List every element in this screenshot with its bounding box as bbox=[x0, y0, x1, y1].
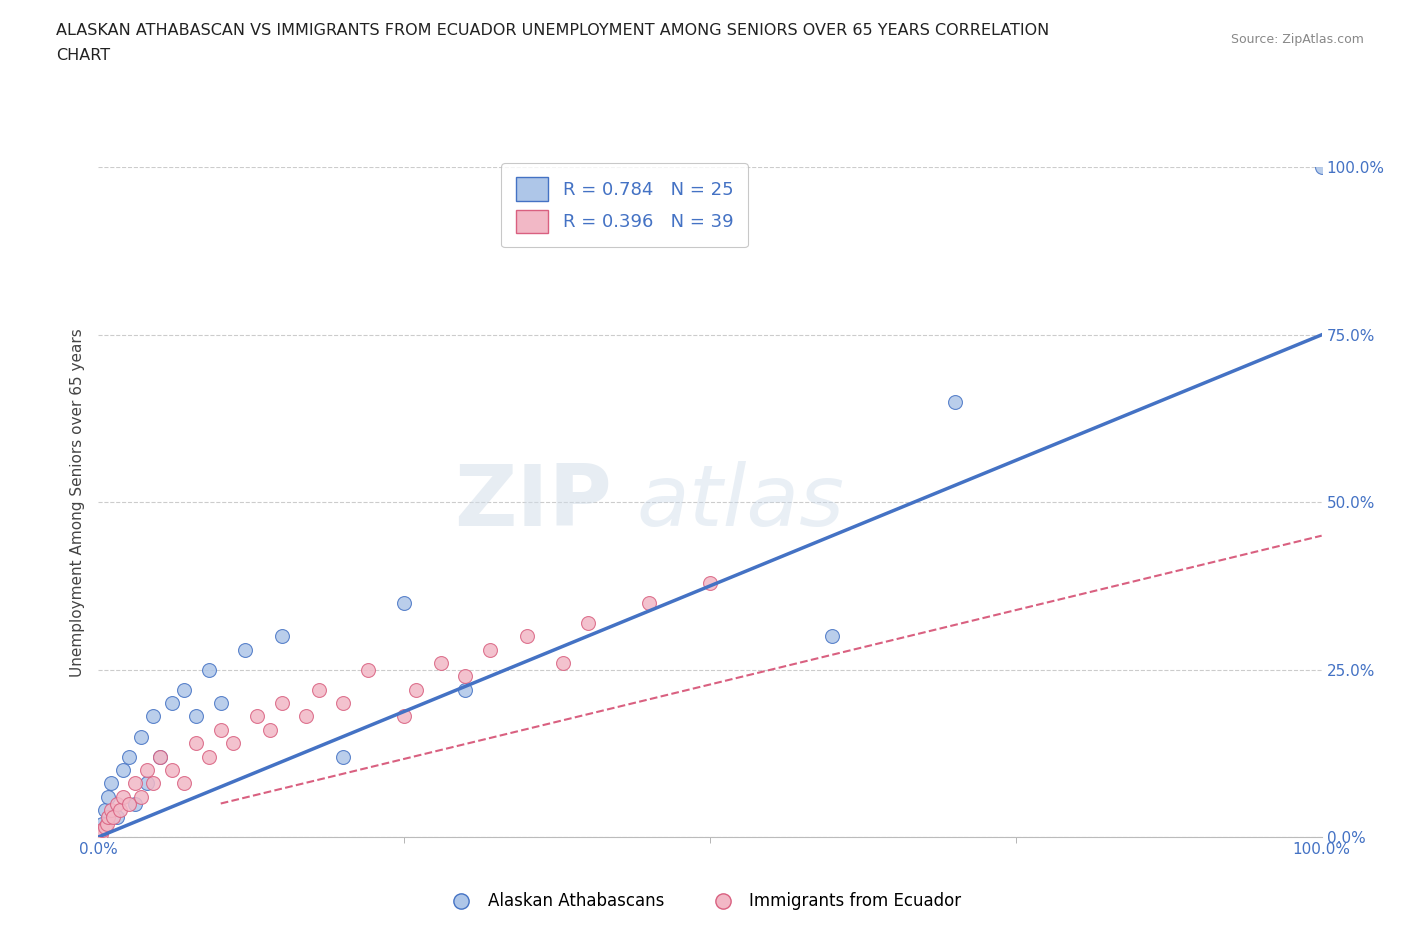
Point bbox=[356, 662, 378, 677]
Point bbox=[270, 696, 294, 711]
Point bbox=[821, 629, 844, 644]
Point bbox=[699, 575, 721, 590]
Point bbox=[105, 809, 128, 824]
Point bbox=[516, 629, 538, 644]
Point bbox=[91, 817, 114, 831]
Point bbox=[93, 819, 115, 834]
Point bbox=[142, 776, 165, 790]
Point bbox=[93, 803, 115, 817]
Text: atlas: atlas bbox=[637, 460, 845, 544]
Point bbox=[91, 823, 114, 838]
Point bbox=[124, 796, 146, 811]
Text: ALASKAN ATHABASCAN VS IMMIGRANTS FROM ECUADOR UNEMPLOYMENT AMONG SENIORS OVER 65: ALASKAN ATHABASCAN VS IMMIGRANTS FROM EC… bbox=[56, 23, 1049, 38]
Point bbox=[246, 709, 269, 724]
Point bbox=[209, 696, 232, 711]
Legend: Alaskan Athabascans, Immigrants from Ecuador: Alaskan Athabascans, Immigrants from Ecu… bbox=[437, 885, 969, 917]
Point bbox=[270, 629, 294, 644]
Point bbox=[111, 763, 134, 777]
Point bbox=[332, 750, 354, 764]
Point bbox=[259, 723, 281, 737]
Point bbox=[160, 696, 183, 711]
Point bbox=[454, 683, 477, 698]
Point bbox=[124, 776, 146, 790]
Point bbox=[197, 662, 219, 677]
Point bbox=[308, 683, 330, 698]
Point bbox=[97, 809, 120, 824]
Point bbox=[110, 803, 132, 817]
Point bbox=[233, 642, 256, 657]
Point bbox=[136, 776, 159, 790]
Point bbox=[478, 642, 501, 657]
Point bbox=[129, 729, 152, 744]
Text: ZIP: ZIP bbox=[454, 460, 612, 544]
Point bbox=[332, 696, 354, 711]
Point bbox=[392, 709, 416, 724]
Point bbox=[295, 709, 318, 724]
Point bbox=[392, 595, 416, 610]
Point bbox=[197, 750, 219, 764]
Point bbox=[186, 709, 208, 724]
Point bbox=[111, 790, 134, 804]
Point bbox=[209, 723, 232, 737]
Point bbox=[105, 796, 128, 811]
Text: CHART: CHART bbox=[56, 48, 110, 63]
Point bbox=[173, 776, 195, 790]
Point bbox=[405, 683, 427, 698]
Point bbox=[100, 803, 122, 817]
Legend: R = 0.784   N = 25, R = 0.396   N = 39: R = 0.784 N = 25, R = 0.396 N = 39 bbox=[501, 163, 748, 247]
Point bbox=[430, 656, 453, 671]
Y-axis label: Unemployment Among Seniors over 65 years: Unemployment Among Seniors over 65 years bbox=[70, 328, 86, 677]
Point bbox=[118, 750, 141, 764]
Point bbox=[173, 683, 195, 698]
Point bbox=[90, 826, 112, 841]
Point bbox=[160, 763, 183, 777]
Point bbox=[142, 709, 165, 724]
Point bbox=[576, 616, 599, 631]
Point bbox=[186, 736, 208, 751]
Point bbox=[553, 656, 575, 671]
Point bbox=[1310, 160, 1333, 175]
Point bbox=[136, 763, 159, 777]
Point bbox=[96, 817, 118, 831]
Point bbox=[943, 394, 966, 409]
Point bbox=[638, 595, 661, 610]
Point bbox=[454, 669, 477, 684]
Point bbox=[100, 776, 122, 790]
Text: Source: ZipAtlas.com: Source: ZipAtlas.com bbox=[1230, 33, 1364, 46]
Point bbox=[101, 809, 124, 824]
Point bbox=[222, 736, 245, 751]
Point bbox=[149, 750, 172, 764]
Point bbox=[97, 790, 120, 804]
Point bbox=[149, 750, 172, 764]
Point bbox=[118, 796, 141, 811]
Point bbox=[129, 790, 152, 804]
